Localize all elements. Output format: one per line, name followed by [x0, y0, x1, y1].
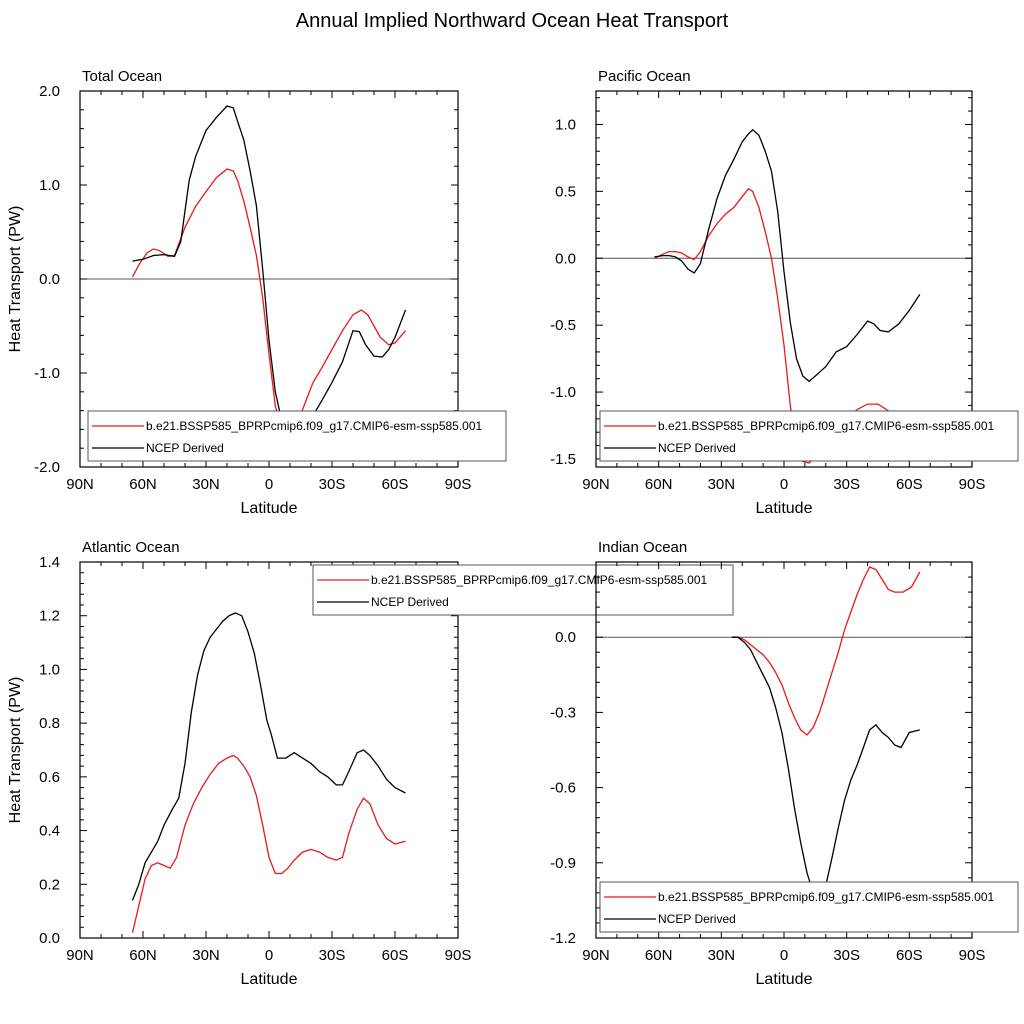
x-tick-label: 0	[265, 947, 273, 964]
x-axis-label: Latitude	[756, 971, 813, 988]
legend-label: NCEP Derived	[658, 912, 736, 926]
x-tick-label: 60N	[645, 476, 673, 493]
series-line-model	[131, 168, 406, 438]
series-line-ncep	[131, 612, 406, 901]
x-tick-label: 30S	[319, 947, 346, 964]
y-tick-label: 0.0	[39, 271, 60, 288]
legend-label: NCEP Derived	[371, 595, 449, 609]
x-tick-label: 60S	[382, 476, 409, 493]
y-tick-label: 0.0	[555, 250, 576, 267]
x-tick-label: 60S	[896, 476, 923, 493]
y-tick-label: -0.9	[550, 855, 576, 872]
y-tick-label: 2.0	[39, 83, 60, 100]
y-tick-label: -0.6	[550, 780, 576, 797]
y-tick-label: 1.4	[39, 554, 60, 571]
panel-title: Total Ocean	[82, 68, 162, 85]
y-tick-label: 1.0	[39, 661, 60, 678]
x-tick-label: 60S	[896, 947, 923, 964]
y-tick-label: 0.2	[39, 876, 60, 893]
x-tick-label: 90S	[959, 476, 986, 493]
x-tick-label: 30N	[192, 947, 220, 964]
y-axis-label: Heat Transport (PW)	[7, 677, 24, 824]
legend-label: b.e21.BSSP585_BPRPcmip6.f09_g17.CMIP6-es…	[658, 890, 995, 904]
series-line-model	[131, 754, 406, 933]
panel-title: Indian Ocean	[598, 539, 687, 556]
chart-panel-3: Atlantic Ocean 90N 60N 30N 0 30S 60S 90S 0.0 0.2 0…	[7, 539, 734, 988]
x-tick-label: 0	[780, 947, 788, 964]
y-tick-label: -0.3	[550, 704, 576, 721]
series-line-model	[731, 566, 921, 736]
y-tick-label: -1.0	[34, 365, 60, 382]
x-tick-label: 30S	[833, 947, 860, 964]
y-tick-label: -0.5	[550, 317, 576, 334]
x-tick-label: 60N	[129, 947, 157, 964]
x-tick-label: 90N	[66, 947, 94, 964]
chart-panel-2: Pacific Ocean 90N 60N 30N 0 30S 60S 90S -1.5 -1.0…	[550, 68, 1019, 517]
legend-box	[599, 410, 1019, 462]
series-line-ncep	[654, 128, 921, 383]
x-tick-label: 30S	[319, 476, 346, 493]
y-tick-label: 0.8	[39, 715, 60, 732]
x-tick-label: 90N	[66, 476, 94, 493]
x-tick-label: 30N	[192, 476, 220, 493]
legend: b.e21.BSSP585_BPRPcmip6.f09_g17.CMIP6-es…	[599, 881, 1019, 933]
legend-label: b.e21.BSSP585_BPRPcmip6.f09_g17.CMIP6-es…	[371, 573, 708, 587]
x-tick-label: 0	[780, 476, 788, 493]
y-tick-label: 0.6	[39, 769, 60, 786]
y-tick-label: 0.0	[555, 629, 576, 646]
x-tick-label: 90S	[445, 947, 472, 964]
legend-label: NCEP Derived	[658, 441, 736, 455]
y-tick-label: 1.2	[39, 608, 60, 625]
x-axis-label: Latitude	[756, 500, 813, 517]
x-tick-label: 60S	[382, 947, 409, 964]
y-tick-label: 1.0	[39, 177, 60, 194]
legend-box	[312, 564, 734, 616]
legend-box	[599, 881, 1019, 933]
x-axis-label: Latitude	[241, 500, 298, 517]
panel-title: Atlantic Ocean	[82, 539, 180, 556]
legend-label: b.e21.BSSP585_BPRPcmip6.f09_g17.CMIP6-es…	[658, 419, 995, 433]
x-tick-label: 60N	[129, 476, 157, 493]
x-tick-label: 30S	[833, 476, 860, 493]
y-axis-label: Heat Transport (PW)	[7, 206, 24, 353]
y-tick-label: 1.0	[555, 116, 576, 133]
x-tick-label: 0	[265, 476, 273, 493]
x-tick-label: 90N	[582, 476, 610, 493]
series-line-ncep	[132, 105, 407, 438]
series-line-model	[654, 187, 921, 464]
plot-frame	[79, 561, 459, 939]
figure-title: Annual Implied Northward Ocean Heat Tran…	[296, 10, 729, 32]
x-tick-label: 90S	[959, 947, 986, 964]
chart-panel-4: Indian Ocean 90N 60N 30N 0 30S 60S 90S -1.2 -0.9 -…	[550, 539, 1019, 988]
legend-label: b.e21.BSSP585_BPRPcmip6.f09_g17.CMIP6-es…	[146, 419, 483, 433]
x-axis-label: Latitude	[241, 971, 298, 988]
x-tick-label: 90S	[445, 476, 472, 493]
y-tick-label: 0.5	[555, 183, 576, 200]
x-tick-label: 30N	[708, 476, 736, 493]
panel-title: Pacific Ocean	[598, 68, 691, 85]
y-tick-label: -2.0	[34, 459, 60, 476]
series-line-ncep	[731, 636, 920, 899]
x-tick-label: 30N	[708, 947, 736, 964]
panels-container: Total Ocean 90N 60N 30N 0 30S 60S 90S -2.0 -1.0 0.…	[7, 68, 1019, 988]
x-tick-label: 60N	[645, 947, 673, 964]
legend: b.e21.BSSP585_BPRPcmip6.f09_g17.CMIP6-es…	[87, 410, 507, 462]
y-tick-label: -1.2	[550, 930, 576, 947]
legend-box	[87, 410, 507, 462]
y-tick-label: -1.5	[550, 451, 576, 468]
chart-panel-1: Total Ocean 90N 60N 30N 0 30S 60S 90S -2.0 -1.0 0.…	[7, 68, 507, 517]
legend: b.e21.BSSP585_BPRPcmip6.f09_g17.CMIP6-es…	[599, 410, 1019, 462]
y-tick-label: 0.4	[39, 823, 60, 840]
legend: b.e21.BSSP585_BPRPcmip6.f09_g17.CMIP6-es…	[312, 564, 734, 616]
legend-label: NCEP Derived	[146, 441, 224, 455]
y-tick-label: -1.0	[550, 384, 576, 401]
y-tick-label: 0.0	[39, 930, 60, 947]
x-tick-label: 90N	[582, 947, 610, 964]
